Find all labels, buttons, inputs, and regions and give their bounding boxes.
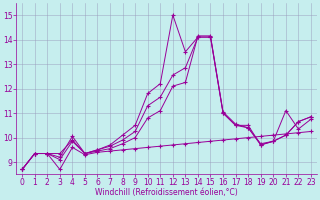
- X-axis label: Windchill (Refroidissement éolien,°C): Windchill (Refroidissement éolien,°C): [95, 188, 238, 197]
